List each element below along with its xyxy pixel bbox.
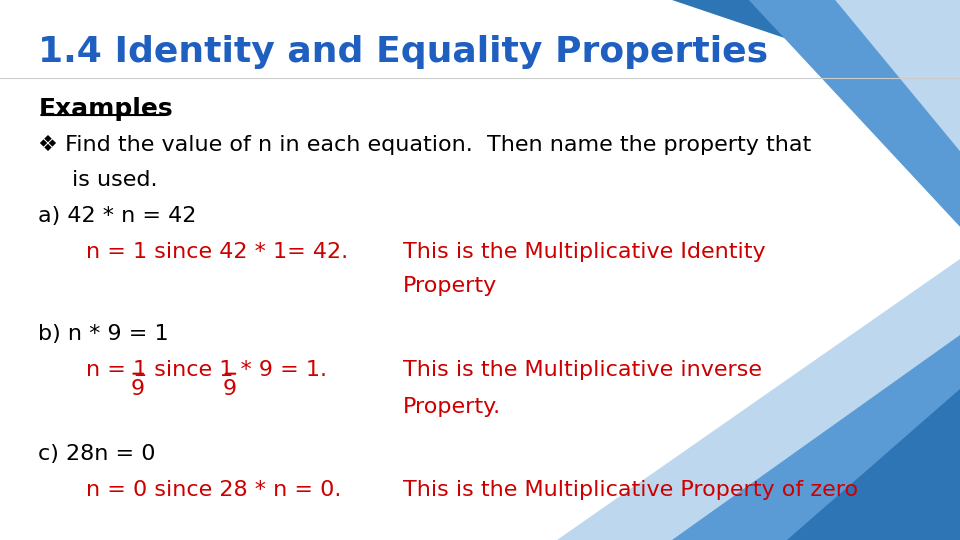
Polygon shape xyxy=(787,389,960,540)
Polygon shape xyxy=(672,335,960,540)
Text: This is the Multiplicative Property of zero: This is the Multiplicative Property of z… xyxy=(403,480,858,500)
Text: a) 42 * n = 42: a) 42 * n = 42 xyxy=(38,206,197,226)
Text: Property.: Property. xyxy=(403,397,501,417)
Text: Examples: Examples xyxy=(38,97,173,121)
Text: 1.4 Identity and Equality Properties: 1.4 Identity and Equality Properties xyxy=(38,35,769,69)
Text: 9: 9 xyxy=(131,379,145,399)
Text: This is the Multiplicative inverse: This is the Multiplicative inverse xyxy=(403,360,762,380)
Text: n = 0 since 28 * n = 0.: n = 0 since 28 * n = 0. xyxy=(86,480,342,500)
Text: 9: 9 xyxy=(223,379,237,399)
Text: Property: Property xyxy=(403,276,497,296)
Polygon shape xyxy=(557,259,960,540)
Polygon shape xyxy=(835,0,960,151)
Polygon shape xyxy=(749,0,960,227)
Text: This is the Multiplicative Identity: This is the Multiplicative Identity xyxy=(403,242,766,262)
Text: c) 28n = 0: c) 28n = 0 xyxy=(38,444,156,464)
Text: b) n * 9 = 1: b) n * 9 = 1 xyxy=(38,324,169,344)
Text: n = 1 since 42 * 1= 42.: n = 1 since 42 * 1= 42. xyxy=(86,242,348,262)
Polygon shape xyxy=(672,0,960,97)
Text: n = 1 since 1 * 9 = 1.: n = 1 since 1 * 9 = 1. xyxy=(86,360,327,380)
Text: is used.: is used. xyxy=(72,170,157,190)
Text: ❖ Find the value of n in each equation.  Then name the property that: ❖ Find the value of n in each equation. … xyxy=(38,135,811,155)
